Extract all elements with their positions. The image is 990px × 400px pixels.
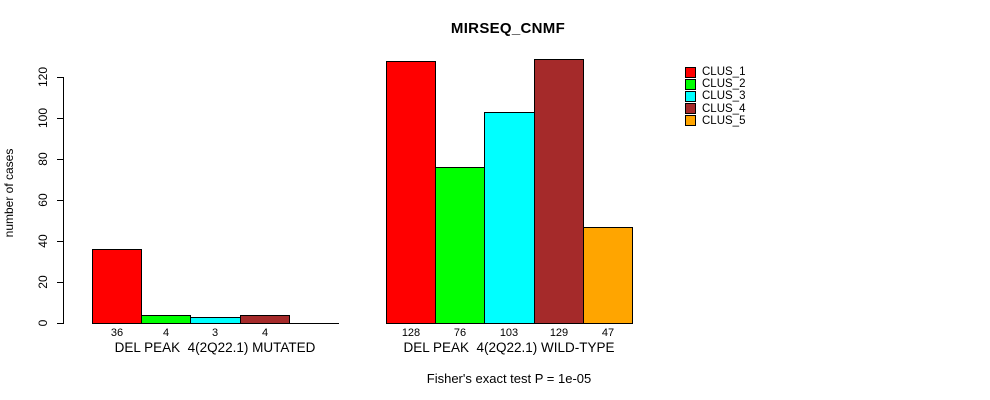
y-axis-line bbox=[63, 77, 64, 324]
y-axis-label: number of cases bbox=[2, 148, 16, 238]
bar-CLUS_1 bbox=[386, 61, 436, 324]
y-tick-mark bbox=[57, 77, 63, 78]
bar-CLUS_2 bbox=[435, 167, 485, 324]
bar-CLUS_3 bbox=[484, 112, 535, 324]
legend: CLUS_1 CLUS_2 CLUS_3 CLUS_4 CLUS_5 bbox=[685, 66, 745, 127]
legend-color-swatch bbox=[685, 90, 696, 102]
bar-value-label: 129 bbox=[549, 327, 569, 339]
legend-label: CLUS_4 bbox=[702, 102, 746, 115]
legend-row: CLUS_1 bbox=[685, 66, 745, 78]
y-tick-label: 0 bbox=[36, 319, 50, 327]
bar-CLUS_2 bbox=[141, 315, 191, 324]
y-tick-label: 40 bbox=[36, 234, 50, 248]
legend-row: CLUS_2 bbox=[685, 78, 745, 90]
y-tick-label: 80 bbox=[36, 152, 50, 166]
legend-label: CLUS_3 bbox=[702, 90, 746, 103]
y-tick-label: 100 bbox=[36, 107, 50, 129]
legend-row: CLUS_4 bbox=[685, 103, 745, 115]
bar-value-label: 103 bbox=[499, 327, 519, 339]
group-axis-label: DEL PEAK 4(2Q22.1) MUTATED bbox=[114, 340, 316, 355]
legend-color-swatch bbox=[685, 103, 696, 115]
bar-CLUS_3 bbox=[190, 317, 241, 324]
chart-title: MIRSEQ_CNMF bbox=[450, 20, 566, 37]
y-tick-mark bbox=[57, 200, 63, 201]
bar-value-label: 4 bbox=[162, 327, 170, 339]
y-tick-mark bbox=[57, 241, 63, 242]
legend-label: CLUS_5 bbox=[702, 114, 746, 127]
y-tick-mark bbox=[57, 323, 63, 324]
group-axis-label: DEL PEAK 4(2Q22.1) WILD-TYPE bbox=[403, 340, 615, 355]
legend-label: CLUS_1 bbox=[702, 66, 746, 79]
bar-value-label: 36 bbox=[110, 327, 124, 339]
legend-color-swatch bbox=[685, 115, 696, 127]
bar-value-label: 4 bbox=[261, 327, 269, 339]
legend-color-swatch bbox=[685, 78, 696, 90]
bar-value-label: 47 bbox=[601, 327, 615, 339]
bar-value-label: 3 bbox=[211, 327, 219, 339]
y-tick-label: 60 bbox=[36, 193, 50, 207]
y-tick-mark bbox=[57, 118, 63, 119]
bar-CLUS_5 bbox=[583, 227, 633, 324]
bar-CLUS_4 bbox=[534, 59, 584, 324]
y-tick-label: 20 bbox=[36, 275, 50, 289]
legend-row: CLUS_3 bbox=[685, 90, 745, 102]
y-tick-mark bbox=[57, 282, 63, 283]
legend-label: CLUS_2 bbox=[702, 78, 746, 91]
bar-CLUS_1 bbox=[92, 249, 142, 324]
y-tick-mark bbox=[57, 159, 63, 160]
legend-row: CLUS_5 bbox=[685, 115, 745, 127]
bar-CLUS_4 bbox=[240, 315, 290, 324]
y-tick-label: 120 bbox=[36, 66, 50, 88]
footnote-fisher-test: Fisher's exact test P = 1e-05 bbox=[426, 371, 592, 386]
bar-value-label: 76 bbox=[453, 327, 467, 339]
bar-value-label: 128 bbox=[401, 327, 421, 339]
legend-color-swatch bbox=[685, 66, 696, 78]
